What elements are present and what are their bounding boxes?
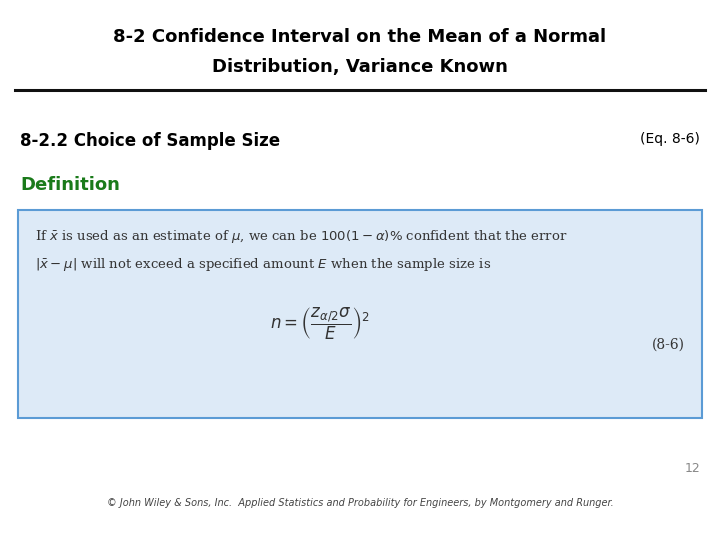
FancyBboxPatch shape [18, 210, 702, 418]
Text: 12: 12 [684, 462, 700, 475]
Text: Definition: Definition [20, 176, 120, 194]
Text: $n = \left(\dfrac{z_{\alpha/2}\sigma}{E}\right)^{2}$: $n = \left(\dfrac{z_{\alpha/2}\sigma}{E}… [270, 305, 370, 342]
Text: Distribution, Variance Known: Distribution, Variance Known [212, 58, 508, 76]
Text: (Eq. 8-6): (Eq. 8-6) [640, 132, 700, 146]
Text: $|\bar{x} - \mu|$ will not exceed a specified amount $E$ when the sample size is: $|\bar{x} - \mu|$ will not exceed a spec… [35, 256, 491, 273]
Text: © John Wiley & Sons, Inc.  Applied Statistics and Probability for Engineers, by : © John Wiley & Sons, Inc. Applied Statis… [107, 498, 613, 508]
Text: 8-2.2 Choice of Sample Size: 8-2.2 Choice of Sample Size [20, 132, 280, 150]
Text: 8-2 Confidence Interval on the Mean of a Normal: 8-2 Confidence Interval on the Mean of a… [114, 28, 606, 46]
Text: If $\bar{x}$ is used as an estimate of $\mu$, we can be $100(1 - \alpha)\%$ conf: If $\bar{x}$ is used as an estimate of $… [35, 228, 567, 245]
Text: (8-6): (8-6) [652, 338, 685, 352]
